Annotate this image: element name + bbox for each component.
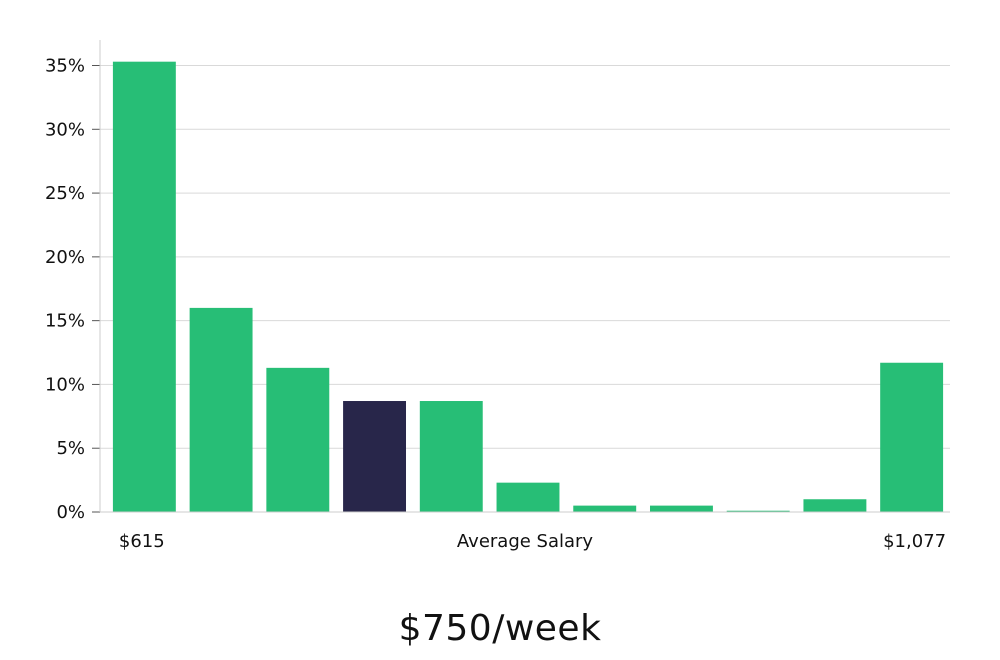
y-tick-label: 15% — [45, 311, 85, 332]
y-tick-label: 0% — [56, 502, 85, 523]
y-tick-labels: 0% 5% 10% 15% 20% 25% 30% 35% — [45, 56, 85, 523]
bar — [419, 401, 483, 512]
bar — [189, 307, 253, 512]
bar-highlighted — [343, 401, 407, 512]
axes — [92, 40, 950, 513]
x-max-label: $1,077 — [883, 531, 946, 552]
y-tick-label: 30% — [45, 119, 85, 140]
bar — [266, 367, 330, 512]
weekly-salary-value: $750/week — [398, 608, 602, 649]
x-labels: $615 Average Salary $1,077 — [119, 531, 946, 552]
x-min-label: $615 — [119, 531, 165, 552]
bar — [726, 510, 790, 512]
y-tick-label: 25% — [45, 183, 85, 204]
bar — [496, 482, 560, 512]
y-tick-label: 10% — [45, 374, 85, 395]
bar — [803, 499, 867, 512]
bar — [573, 505, 637, 512]
y-tick-label: 35% — [45, 56, 85, 77]
bar — [112, 61, 176, 512]
x-axis-title: Average Salary — [457, 531, 594, 552]
y-tick-label: 20% — [45, 247, 85, 268]
y-tick-label: 5% — [56, 438, 85, 459]
bars — [112, 61, 944, 512]
chart-svg: 0% 5% 10% 15% 20% 25% 30% 35% $615 Average Salar… — [45, 40, 950, 552]
bar — [649, 505, 713, 512]
bar — [880, 362, 944, 512]
